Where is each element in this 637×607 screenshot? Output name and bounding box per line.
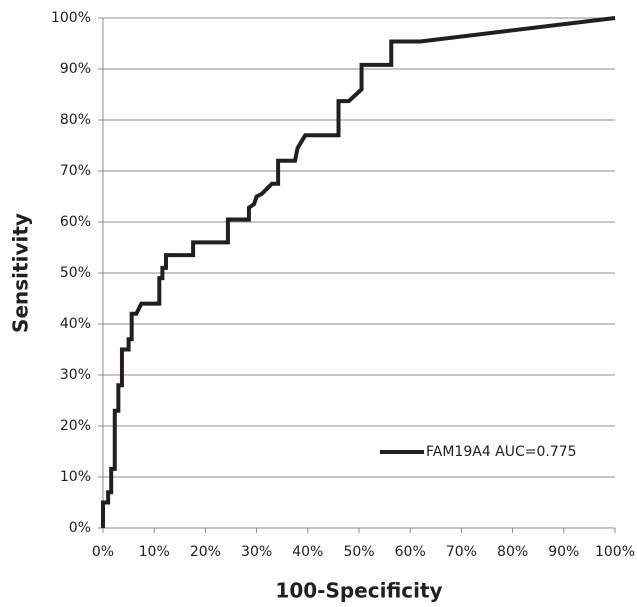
- x-tick-label: 90%: [548, 544, 579, 560]
- x-tick-label: 70%: [446, 544, 477, 560]
- x-tick-label: 80%: [497, 544, 528, 560]
- roc-line: [101, 16, 616, 528]
- y-tick-label: 100%: [51, 10, 91, 26]
- y-tick-label: 60%: [60, 214, 91, 230]
- legend-label: FAM19A4 AUC=0.775: [426, 444, 577, 460]
- y-axis-title: Sensitivity: [9, 213, 33, 333]
- y-tick-label: 0%: [69, 520, 91, 536]
- x-tick-label: 100%: [595, 544, 635, 560]
- x-tick-label: 60%: [395, 544, 426, 560]
- y-tick-label: 50%: [60, 265, 91, 281]
- y-tick-label: 40%: [60, 316, 91, 332]
- x-tick-label: 30%: [241, 544, 272, 560]
- y-tick-label: 70%: [60, 163, 91, 179]
- y-tick-label: 20%: [60, 418, 91, 434]
- x-tick-label: 10%: [139, 544, 170, 560]
- x-axis-title: 100-Specificity: [275, 579, 442, 603]
- y-tick-label: 80%: [60, 112, 91, 128]
- x-tick-label: 0%: [92, 544, 114, 560]
- x-tick-label: 50%: [343, 544, 374, 560]
- y-tick-label: 90%: [60, 61, 91, 77]
- y-tick-label: 10%: [60, 469, 91, 485]
- y-tick-label: 30%: [60, 367, 91, 383]
- x-tick-label: 20%: [190, 544, 221, 560]
- x-tick-label: 40%: [292, 544, 323, 560]
